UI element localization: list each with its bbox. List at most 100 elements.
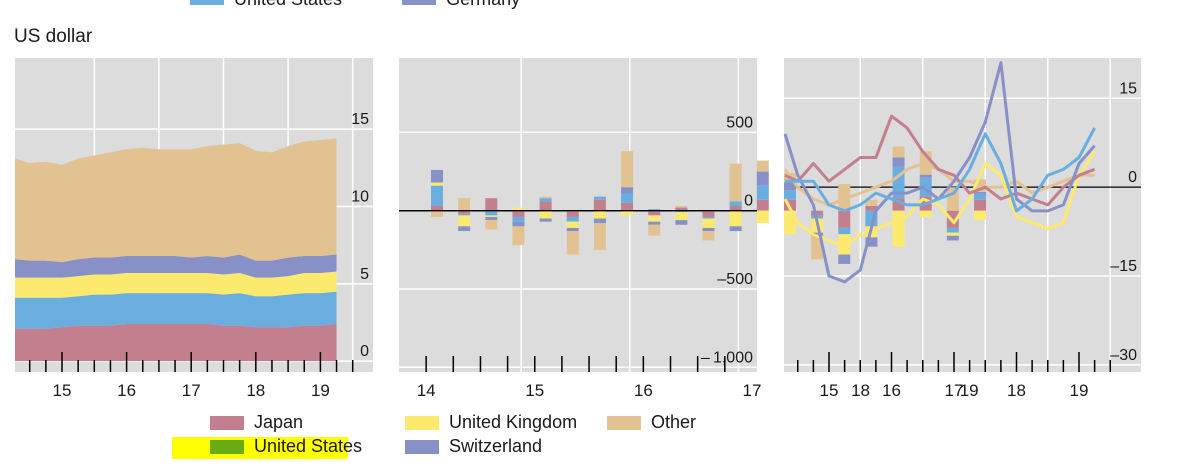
bar-segment-switzerland	[566, 227, 579, 232]
x-tick-label: 14	[417, 381, 436, 400]
bar-segment-japan	[539, 201, 552, 211]
bar-segment-switzerland	[512, 221, 525, 227]
bar-segment-united-states	[946, 227, 959, 233]
line-united-states	[785, 127, 1096, 213]
bar-segment-switzerland	[974, 191, 987, 194]
y-tick-label: –30	[1110, 347, 1137, 364]
x-tick-label: 18	[246, 381, 265, 400]
x-tick-label: 16	[117, 381, 136, 400]
top-legend-swatch-united-states	[190, 0, 224, 5]
bar-segment-other	[648, 224, 661, 236]
bar-segment-united-kingdom	[648, 215, 661, 222]
y-tick-label: 0	[744, 193, 753, 210]
y-tick-label: –500	[717, 271, 753, 288]
bar-segment-switzerland	[729, 226, 742, 232]
bar-segment-switzerland	[865, 237, 878, 247]
bar-segment-united-states	[593, 196, 606, 200]
bar-segment-japan	[974, 199, 987, 211]
bar-segment-japan	[648, 210, 661, 216]
x-tick-label: 17	[945, 381, 964, 400]
bar-segment-switzerland	[756, 171, 769, 186]
bar-segment-united-states	[458, 213, 471, 216]
bar-segment-united-states	[566, 216, 579, 222]
bar-segment-japan	[621, 202, 634, 211]
bar-segment-other	[702, 231, 715, 241]
panel-background	[784, 58, 1141, 372]
bar-segment-japan	[458, 210, 471, 214]
top-legend-item-united-states: United States	[190, 0, 342, 9]
legend-swatch-united-kingdom	[405, 415, 439, 430]
bar-segment-switzerland	[539, 218, 552, 222]
bar-segment-other	[756, 160, 769, 172]
bar-segment-japan	[838, 210, 851, 228]
top-legend-item-germany: Germany	[402, 0, 520, 10]
bar-segment-other	[431, 210, 444, 217]
legend-swatch-switzerland	[405, 439, 439, 454]
bar-segment-other	[566, 231, 579, 255]
bar-segment-switzerland	[431, 169, 444, 183]
y-tick-label: 15	[351, 111, 369, 128]
legend-item-japan: Japan	[210, 412, 303, 433]
legend-label-united-kingdom: United Kingdom	[449, 412, 578, 432]
x-tick-label: 17	[742, 381, 761, 400]
bar-segment-united-kingdom	[892, 210, 905, 247]
bar-segment-united-kingdom	[621, 210, 634, 216]
bar-segment-united-states	[539, 198, 552, 202]
bar-segment-switzerland	[458, 226, 471, 232]
bar-segment-japan	[811, 210, 824, 216]
bar-segment-switzerland	[811, 232, 824, 236]
legend-label-japan: Japan	[254, 412, 304, 432]
x-axis-2: 14 15 16 17 18 19	[417, 356, 979, 400]
bar-segment-united-states	[702, 216, 715, 219]
bar-segment-japan	[485, 198, 498, 211]
y-tick-label: 500	[726, 114, 753, 131]
bar-segment-united-kingdom	[512, 207, 525, 211]
y-tick-label: – 1,000	[701, 349, 753, 366]
bar-segment-united-states	[648, 209, 661, 211]
bar-segment-switzerland	[675, 220, 688, 225]
legend-item-united-states: United States	[210, 436, 362, 457]
bar-segment-other	[729, 163, 742, 202]
x-tick-label: 15	[525, 381, 544, 400]
area-chart	[15, 138, 337, 362]
bar-segment-other	[512, 226, 525, 246]
legend-label-united-states: United States	[254, 436, 363, 456]
x-axis-3: 15 16 17 18 19	[797, 352, 1111, 400]
area-united-states	[15, 291, 337, 329]
bar-segment-united-kingdom	[838, 234, 851, 255]
bar-segment-japan	[702, 210, 715, 217]
bar-segment-other	[485, 220, 498, 230]
bar-segment-united-kingdom	[485, 215, 498, 217]
x-tick-label: 15	[820, 381, 839, 400]
x-tick-label: 18	[851, 381, 870, 400]
x-tick-label: 19	[1070, 381, 1089, 400]
area-japan	[15, 324, 337, 362]
line-chart	[783, 61, 1096, 284]
y-tick-label: –15	[1110, 258, 1137, 275]
y-tick-label: 0	[360, 343, 369, 360]
bar-segment-united-kingdom	[675, 212, 688, 221]
bar-segment-united-states	[621, 193, 634, 203]
bar-segment-other	[621, 151, 634, 188]
y-tick-label: 0	[1128, 169, 1137, 186]
bar-segment-japan	[431, 205, 444, 211]
x-axis-1: 15 16 17 18 19	[28, 352, 354, 400]
bar-segment-switzerland	[783, 182, 796, 191]
bar-segment-japan	[566, 210, 579, 217]
bar-segment-switzerland	[648, 221, 661, 225]
bar-segment-united-states	[729, 201, 742, 206]
bar-segment-united-kingdom	[729, 210, 742, 227]
bar-segment-switzerland	[621, 187, 634, 194]
bar-segment-other	[892, 146, 905, 158]
bar-segment-switzerland	[702, 227, 715, 232]
bar-segment-japan	[729, 205, 742, 211]
legend-swatch-other	[607, 415, 641, 430]
bar-segment-japan	[675, 207, 688, 211]
panel-3: 15 0 –15 –30	[784, 58, 1141, 372]
top-legend-label-germany: Germany	[446, 0, 520, 10]
area-other	[15, 138, 337, 263]
x-tick-label: 16	[882, 381, 901, 400]
bar-segment-switzerland	[593, 218, 606, 224]
top-legend: United States Germany	[190, 0, 520, 10]
